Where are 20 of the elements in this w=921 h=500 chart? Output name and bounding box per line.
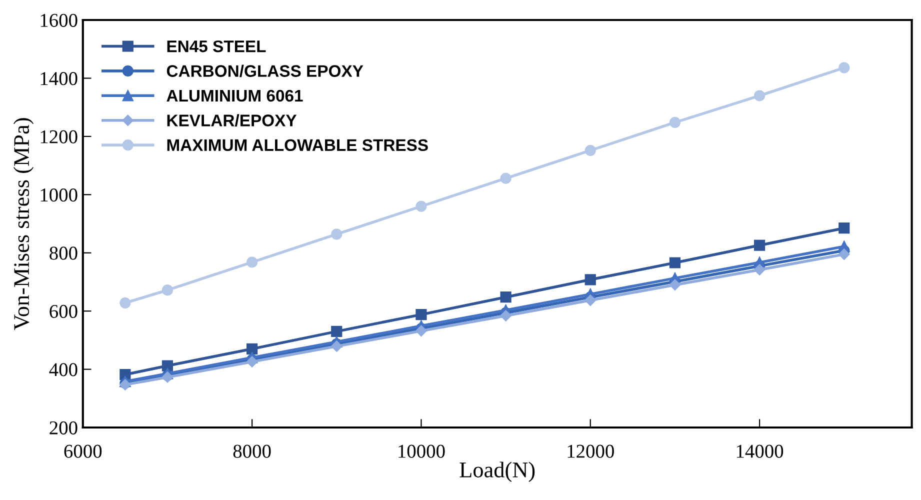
y-tick-label: 1400 [40,72,78,86]
y-tick-label: 600 [50,304,78,318]
y-tick-label: 800 [50,246,78,260]
y-axis-title: Von-Mises stress (MPa) [13,118,34,330]
x-tick-label: 10000 [398,444,445,458]
x-axis-title: Load(N) [460,462,535,482]
y-tick-label: 1000 [40,188,78,202]
y-tick-label: 400 [49,363,78,376]
x-tick-label: 8000 [233,444,271,458]
y-tick-label: 200 [50,421,78,434]
legend-label: EN45 STEEL [167,40,266,52]
x-tick-label: 12000 [568,444,614,458]
y-tick-label: 1200 [40,130,78,144]
legend-label: KEVLAR/EPOXY [167,114,297,127]
x-tick-label: 6000 [64,444,102,458]
legend-label: MAXIMUM ALLOWABLE STRESS [167,139,428,152]
legend-label: ALUMINIUM 6061 [166,90,303,102]
legend-label: CARBON/GLASS EPOXY [166,64,364,78]
y-tick-label: 1600 [40,14,78,27]
x-tick-label: 14000 [736,444,784,458]
